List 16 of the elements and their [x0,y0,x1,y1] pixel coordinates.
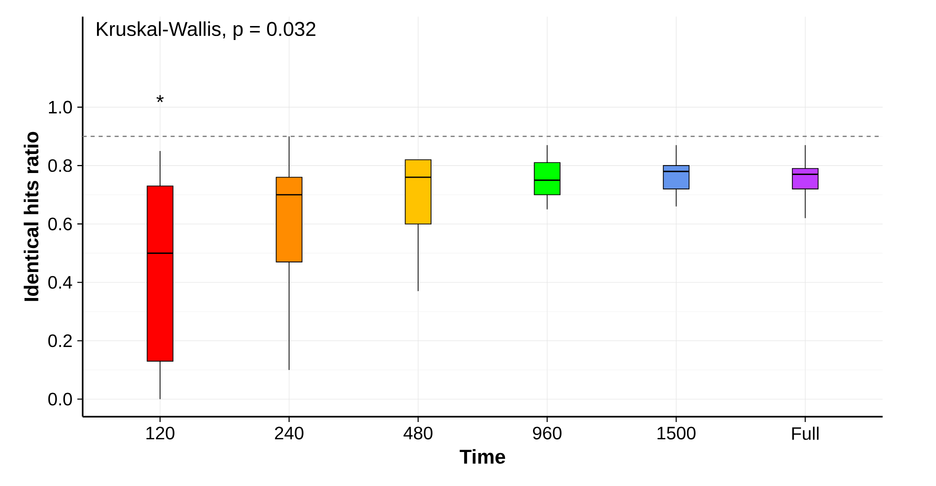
y-tick-label: 0.6 [48,218,72,230]
y-tick-label: 0.4 [48,276,72,289]
x-tick-label: 1500 [658,426,696,440]
y-tick-label: 1.0 [48,100,72,114]
y-axis-title: Identical hits ratio [24,132,38,301]
annotation: * [156,95,164,102]
y-tick-label: 0.0 [48,392,72,406]
y-tick-label: 0.2 [48,334,72,348]
x-tick-label: 480 [404,426,432,440]
x-axis-title: Time [460,449,506,464]
annotation: Kruskal-Wallis, p = 0.032 [97,21,316,40]
x-tick-label: 240 [275,426,304,440]
x-tick-label: 120 [146,426,174,440]
x-tick-label: 960 [533,426,562,440]
x-tick-label: Full [792,426,819,440]
y-tick-label: 0.8 [48,159,72,172]
